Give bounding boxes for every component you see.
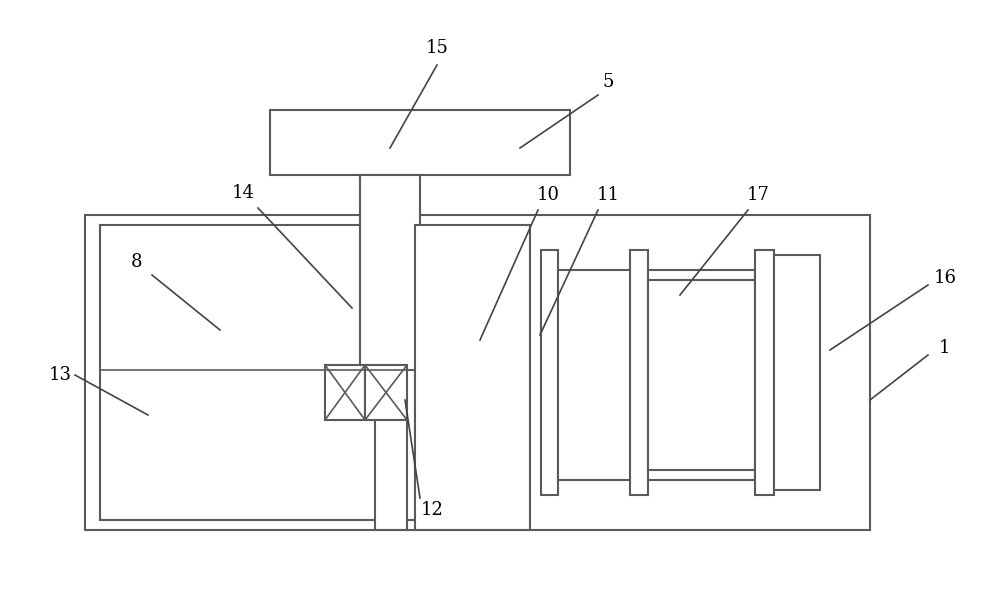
- Bar: [365, 365, 407, 420]
- Bar: [630, 250, 648, 495]
- Text: 14: 14: [232, 184, 254, 202]
- Text: 12: 12: [421, 501, 443, 519]
- Bar: [100, 225, 415, 520]
- Bar: [270, 110, 570, 175]
- Text: 10: 10: [536, 186, 560, 204]
- Text: 11: 11: [596, 186, 620, 204]
- Text: 1: 1: [939, 339, 951, 357]
- Bar: [558, 270, 755, 480]
- Bar: [541, 250, 558, 495]
- Bar: [325, 365, 365, 420]
- Text: 8: 8: [131, 253, 143, 271]
- Bar: [415, 225, 530, 530]
- Bar: [755, 250, 774, 495]
- Text: 16: 16: [933, 269, 956, 287]
- Bar: [774, 255, 820, 490]
- Text: 15: 15: [426, 39, 448, 57]
- Text: 13: 13: [48, 366, 72, 384]
- Bar: [85, 215, 870, 530]
- Bar: [360, 175, 420, 370]
- Text: 5: 5: [602, 73, 614, 91]
- Bar: [375, 420, 407, 530]
- Bar: [648, 280, 755, 470]
- Text: 17: 17: [747, 186, 769, 204]
